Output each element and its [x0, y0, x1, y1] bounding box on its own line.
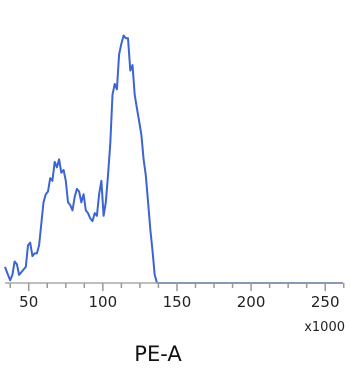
series-line-0: [4, 34, 343, 284]
x-tick-label: 200: [237, 293, 266, 311]
x-tick-label: 150: [163, 293, 192, 311]
x-axis-ticks: [9, 283, 345, 291]
x-tick-label: 250: [311, 293, 340, 311]
plot-area: [4, 34, 343, 284]
x-axis-tick-labels: 50 100 150 200 250: [19, 293, 339, 311]
x-axis-multiplier: x1000: [304, 320, 345, 335]
x-tick-label: 100: [89, 293, 118, 311]
x-axis-title: PE-A: [134, 342, 182, 366]
x-tick-label: 50: [19, 293, 38, 311]
